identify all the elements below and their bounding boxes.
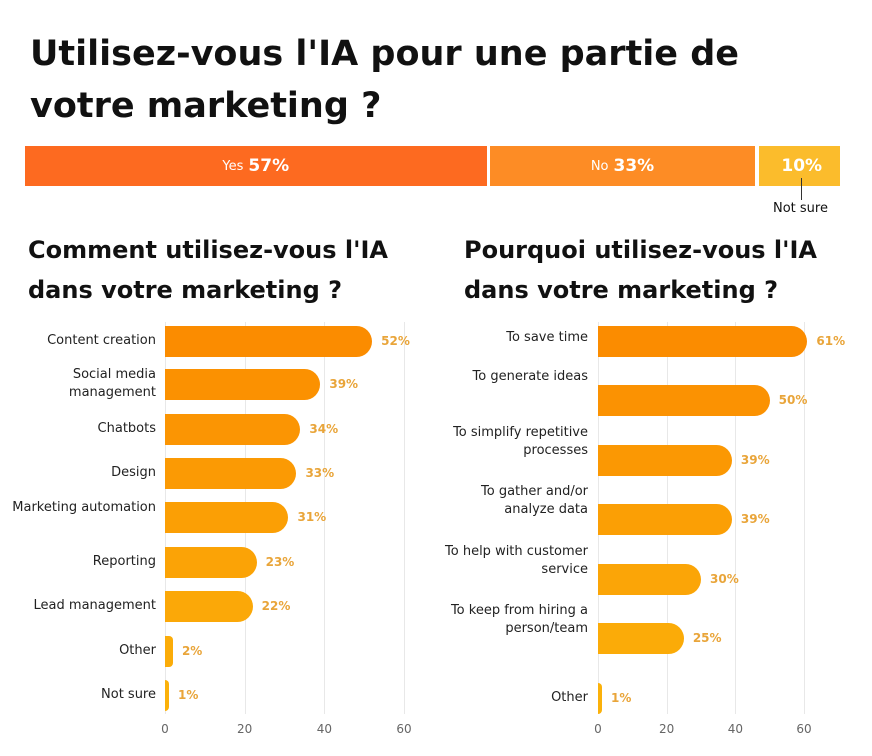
bar bbox=[165, 680, 169, 711]
summary-segment-no: No 33% bbox=[489, 146, 756, 186]
gridline bbox=[735, 322, 737, 714]
segment-label: No bbox=[590, 158, 609, 174]
bar bbox=[165, 591, 253, 622]
bar bbox=[165, 502, 289, 533]
gridline bbox=[324, 322, 326, 714]
category-label: Chatbots bbox=[97, 421, 156, 436]
data-label: 39% bbox=[740, 453, 770, 467]
x-tick-label: 20 bbox=[237, 722, 253, 736]
bar bbox=[165, 636, 173, 667]
not-sure-note: Not sure bbox=[773, 201, 828, 216]
bar bbox=[165, 458, 297, 489]
data-label: 52% bbox=[381, 334, 410, 348]
category-label: Not sure bbox=[101, 687, 156, 702]
x-tick-label: 0 bbox=[161, 722, 169, 736]
category-label: To generate ideas bbox=[472, 369, 588, 384]
data-label: 1% bbox=[611, 691, 632, 705]
bar bbox=[598, 564, 701, 595]
bar bbox=[165, 547, 257, 578]
bar bbox=[598, 623, 684, 654]
bar bbox=[165, 369, 321, 400]
bar bbox=[165, 326, 373, 357]
category-label: To simplify repetitive processes bbox=[453, 425, 588, 458]
category-label: To save time bbox=[506, 330, 588, 345]
category-label: Social media management bbox=[68, 367, 156, 400]
gridline bbox=[804, 322, 805, 714]
category-label: Other bbox=[551, 690, 588, 705]
data-label: 33% bbox=[305, 466, 335, 480]
x-tick-label: 40 bbox=[316, 722, 332, 736]
category-label: To help with customer service bbox=[445, 544, 588, 577]
bar bbox=[598, 445, 732, 476]
data-label: 25% bbox=[692, 631, 722, 645]
data-label: 22% bbox=[261, 599, 291, 613]
data-label: 30% bbox=[710, 572, 739, 586]
data-label: 61% bbox=[816, 334, 846, 348]
segment-value: 33% bbox=[613, 156, 655, 176]
data-label: 1% bbox=[178, 688, 199, 702]
segment-label: Yes bbox=[222, 158, 244, 174]
segment-value: 10% bbox=[781, 156, 823, 176]
x-tick-label: 60 bbox=[796, 722, 812, 736]
category-label: Design bbox=[111, 465, 156, 480]
category-label: Lead management bbox=[33, 598, 156, 613]
x-tick-label: 60 bbox=[396, 722, 412, 736]
data-label: 50% bbox=[778, 393, 808, 407]
x-tick-label: 0 bbox=[594, 722, 602, 736]
bar bbox=[165, 414, 301, 445]
data-label: 2% bbox=[181, 644, 203, 658]
main-title: Utilisez-vous l'IA pour une partie de vo… bbox=[30, 34, 740, 126]
bar bbox=[598, 385, 770, 416]
category-label: To keep from hiring a person/team bbox=[450, 603, 588, 636]
category-label: Content creation bbox=[47, 333, 156, 348]
data-label: 23% bbox=[265, 555, 295, 569]
summary-segment-yes: Yes 57% bbox=[25, 146, 487, 186]
x-tick-label: 20 bbox=[659, 722, 675, 736]
data-label: 39% bbox=[329, 377, 359, 391]
bar bbox=[598, 683, 602, 714]
segment-value: 57% bbox=[248, 156, 290, 176]
category-label: Marketing automation bbox=[12, 500, 156, 515]
x-tick-label: 40 bbox=[727, 722, 743, 736]
note-pointer bbox=[801, 178, 802, 200]
category-label: Reporting bbox=[92, 554, 156, 569]
left-chart-title: Comment utilisez-vous l'IA dans votre ma… bbox=[28, 236, 388, 304]
data-label: 34% bbox=[309, 422, 339, 436]
data-label: 31% bbox=[297, 510, 327, 524]
category-label: Other bbox=[119, 643, 156, 658]
summary-segment-not-sure: 10% bbox=[758, 146, 840, 186]
bar bbox=[598, 504, 732, 535]
category-label: To gather and/or analyze data bbox=[481, 484, 588, 517]
gridline bbox=[404, 322, 405, 714]
bar bbox=[598, 326, 808, 357]
data-label: 39% bbox=[740, 512, 770, 526]
right-chart-title: Pourquoi utilisez-vous l'IA dans votre m… bbox=[464, 236, 818, 304]
